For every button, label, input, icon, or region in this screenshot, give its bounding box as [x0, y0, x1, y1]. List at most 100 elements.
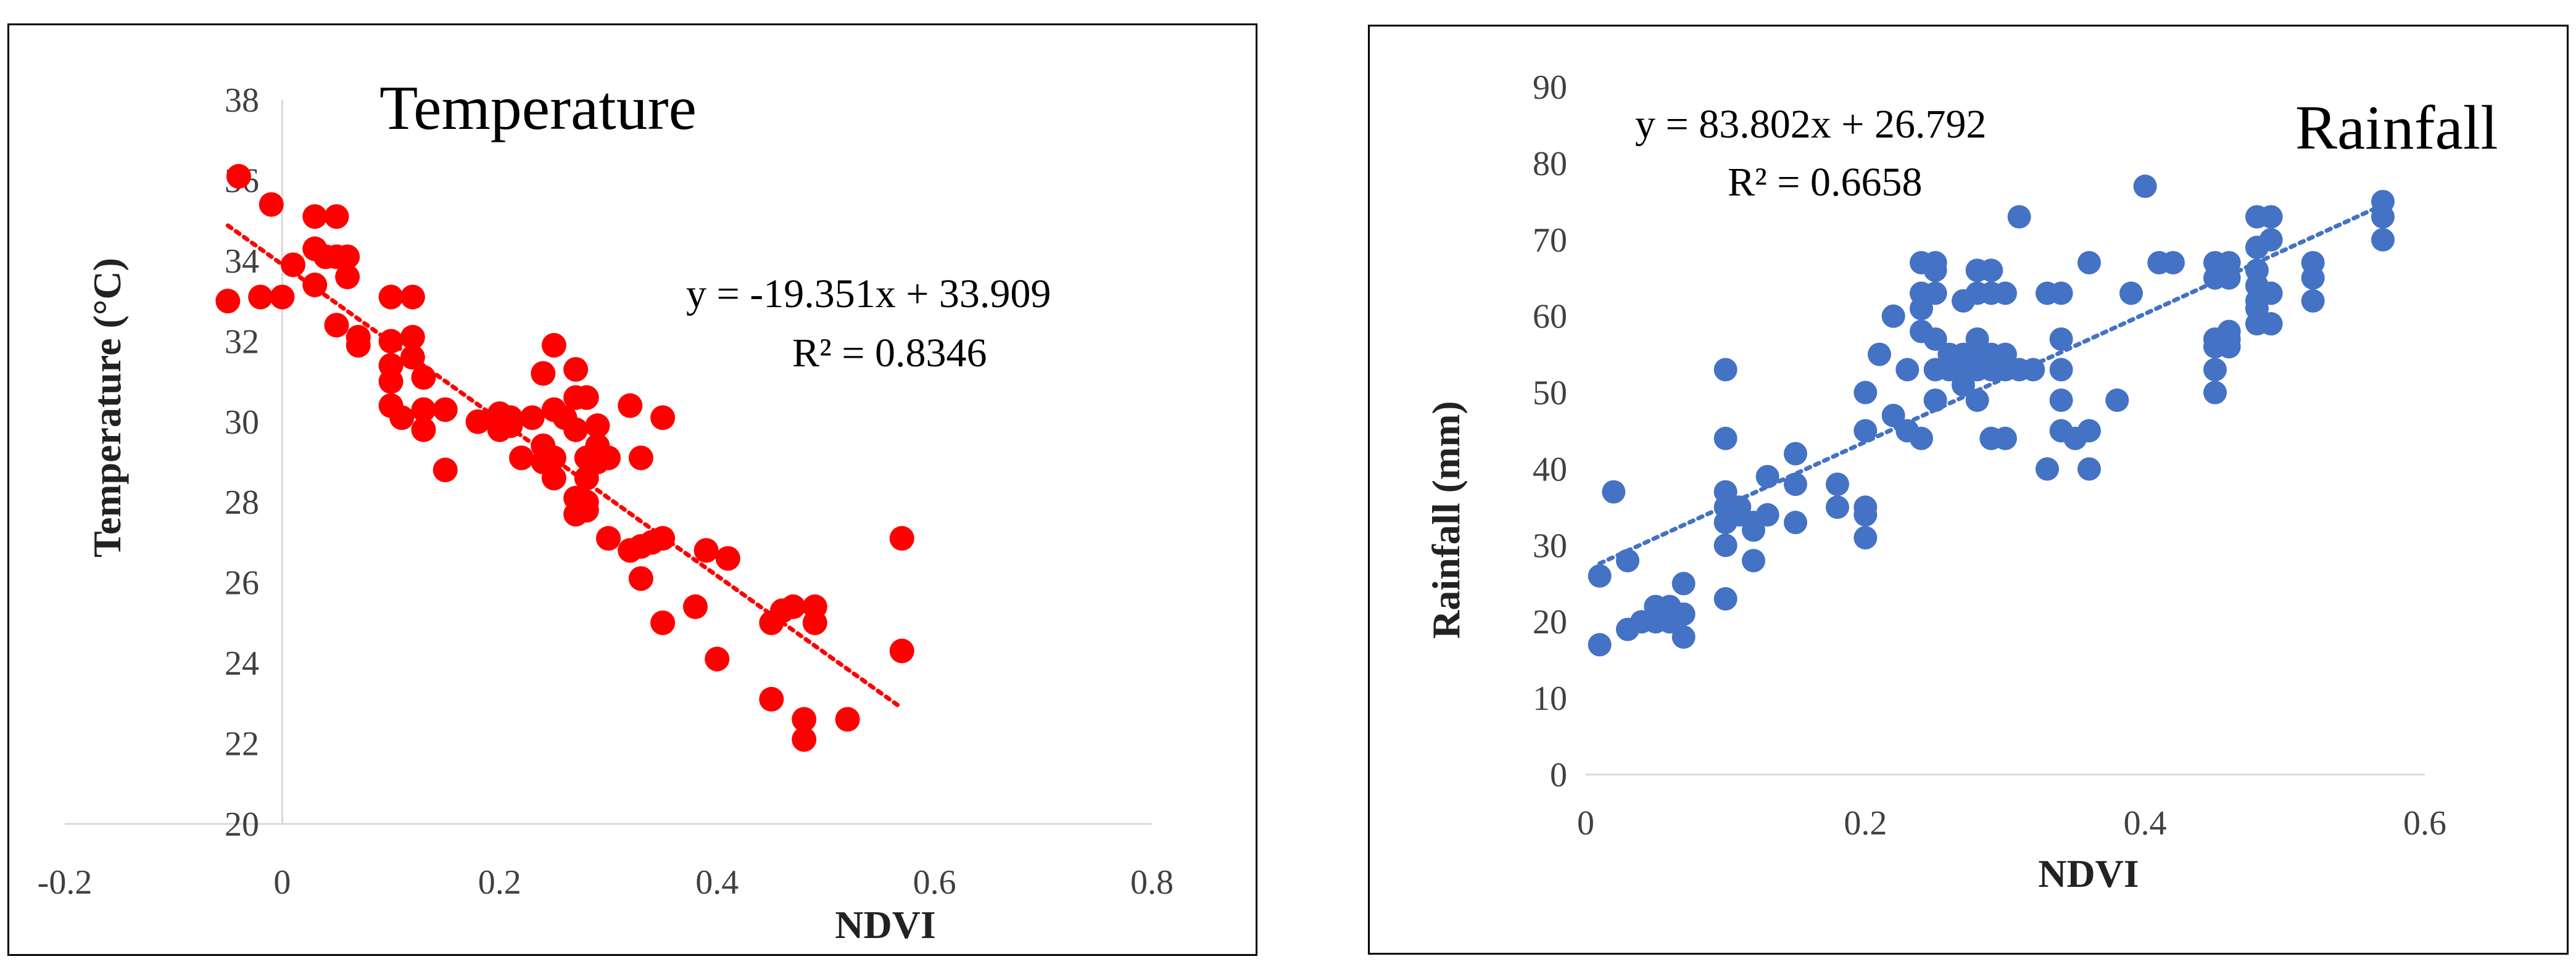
data-point [400, 284, 425, 310]
data-point [335, 264, 360, 289]
data-point [2007, 205, 2031, 229]
y-axis-title: Temperature (°C) [85, 258, 129, 558]
data-points [1588, 175, 2395, 657]
data-point [1853, 503, 1878, 527]
data-point [1742, 549, 1765, 573]
y-tick-label: 90 [1533, 68, 1567, 107]
data-point [2133, 175, 2157, 199]
x-tick-label: 0.6 [2403, 804, 2446, 842]
r-squared-label: R² = 0.8346 [792, 331, 987, 376]
x-tick-label: 0.2 [1844, 804, 1887, 842]
data-point [705, 646, 730, 672]
x-tick-label: 0.4 [2124, 804, 2167, 842]
x-tick-labels: -0.2 0 0.2 0.4 0.6 0.8 [38, 863, 1174, 902]
data-point [1853, 525, 1878, 549]
data-point [1910, 426, 1933, 450]
y-tick-label: 60 [1533, 298, 1567, 336]
data-point [2217, 266, 2241, 290]
data-point [411, 397, 436, 422]
data-point [596, 445, 621, 471]
data-point [281, 252, 306, 278]
data-point [650, 525, 676, 551]
data-point [378, 353, 404, 378]
data-point [2119, 281, 2143, 305]
data-point [1826, 495, 1849, 519]
data-point [498, 413, 523, 438]
chart-title: Temperature [379, 73, 697, 143]
data-point [2259, 312, 2283, 336]
data-point [1784, 442, 1807, 466]
data-point [2371, 205, 2395, 229]
data-point [2049, 327, 2073, 351]
data-point [541, 445, 566, 471]
data-point [574, 498, 599, 523]
data-point [378, 329, 404, 354]
temperature-scatter-chart: 20222426283032343638 -0.200.20.40.60.8 T… [38, 73, 1174, 947]
y-tick-label: 40 [1533, 450, 1567, 488]
data-point [2021, 358, 2045, 382]
y-tick-label: 38 [225, 81, 259, 120]
data-point [541, 466, 566, 491]
x-tick-label: 0.6 [913, 863, 956, 902]
data-point [563, 356, 589, 382]
data-point [1965, 388, 1989, 412]
x-tick-label: 0.8 [1130, 863, 1174, 902]
x-tick-label: 0.4 [695, 863, 739, 902]
data-point [2301, 289, 2325, 313]
y-tick-label: 32 [225, 323, 259, 361]
x-axis-title: NDVI [835, 903, 936, 947]
data-point [2371, 228, 2395, 252]
data-point [1602, 480, 1626, 504]
data-point [1923, 388, 1947, 412]
data-point [324, 204, 349, 229]
data-point [792, 727, 817, 752]
data-point [2077, 457, 2101, 481]
data-point [2203, 358, 2227, 382]
data-point [1923, 258, 1947, 282]
y-axis-title: Rainfall (mm) [1424, 401, 1468, 639]
data-point [1588, 564, 1612, 588]
data-point [2259, 205, 2283, 229]
data-point [1742, 518, 1765, 542]
data-point [1881, 304, 1905, 328]
data-points [215, 163, 914, 752]
data-point [248, 284, 273, 310]
x-tick-labels: 0 0.2 0.4 0.6 [1577, 804, 2446, 842]
data-point [889, 638, 914, 664]
data-point [302, 273, 328, 298]
temperature-chart-panel: 20222426283032343638 -0.200.20.40.60.8 T… [7, 23, 1257, 956]
data-point [759, 686, 784, 712]
y-tick-labels: 0 10 20 30 40 50 60 70 80 90 [1533, 68, 1567, 794]
data-point [1616, 549, 1639, 573]
data-point [1895, 358, 1920, 382]
data-point [1713, 358, 1737, 382]
data-point [378, 284, 404, 310]
data-point [596, 525, 621, 551]
data-point [1881, 403, 1905, 427]
data-point [1755, 503, 1779, 527]
data-point [1910, 297, 1933, 321]
data-point [302, 204, 328, 229]
data-point [781, 594, 806, 619]
rainfall-chart-panel: 0 10 20 30 40 50 60 70 80 90 0 0.2 0.4 0.6 Rainfall … [1368, 25, 2569, 955]
regression-equation: y = -19.351x + 33.909 [686, 271, 1051, 316]
x-tick-label: -0.2 [38, 863, 93, 902]
data-point [802, 610, 827, 635]
data-point [400, 324, 425, 350]
data-point [346, 332, 371, 358]
data-point [1826, 472, 1849, 496]
data-point [389, 405, 415, 430]
data-point [324, 313, 349, 338]
data-point [2049, 388, 2073, 412]
y-tick-label: 22 [225, 725, 259, 763]
data-point [2077, 250, 2101, 274]
data-point [411, 417, 436, 442]
data-point [400, 345, 425, 370]
y-tick-label: 0 [1550, 756, 1567, 794]
data-point [2049, 358, 2073, 382]
data-point [1671, 625, 1696, 649]
data-point [2077, 419, 2101, 443]
data-point [1952, 373, 1975, 397]
y-tick-label: 70 [1533, 221, 1567, 260]
data-point [694, 538, 719, 563]
